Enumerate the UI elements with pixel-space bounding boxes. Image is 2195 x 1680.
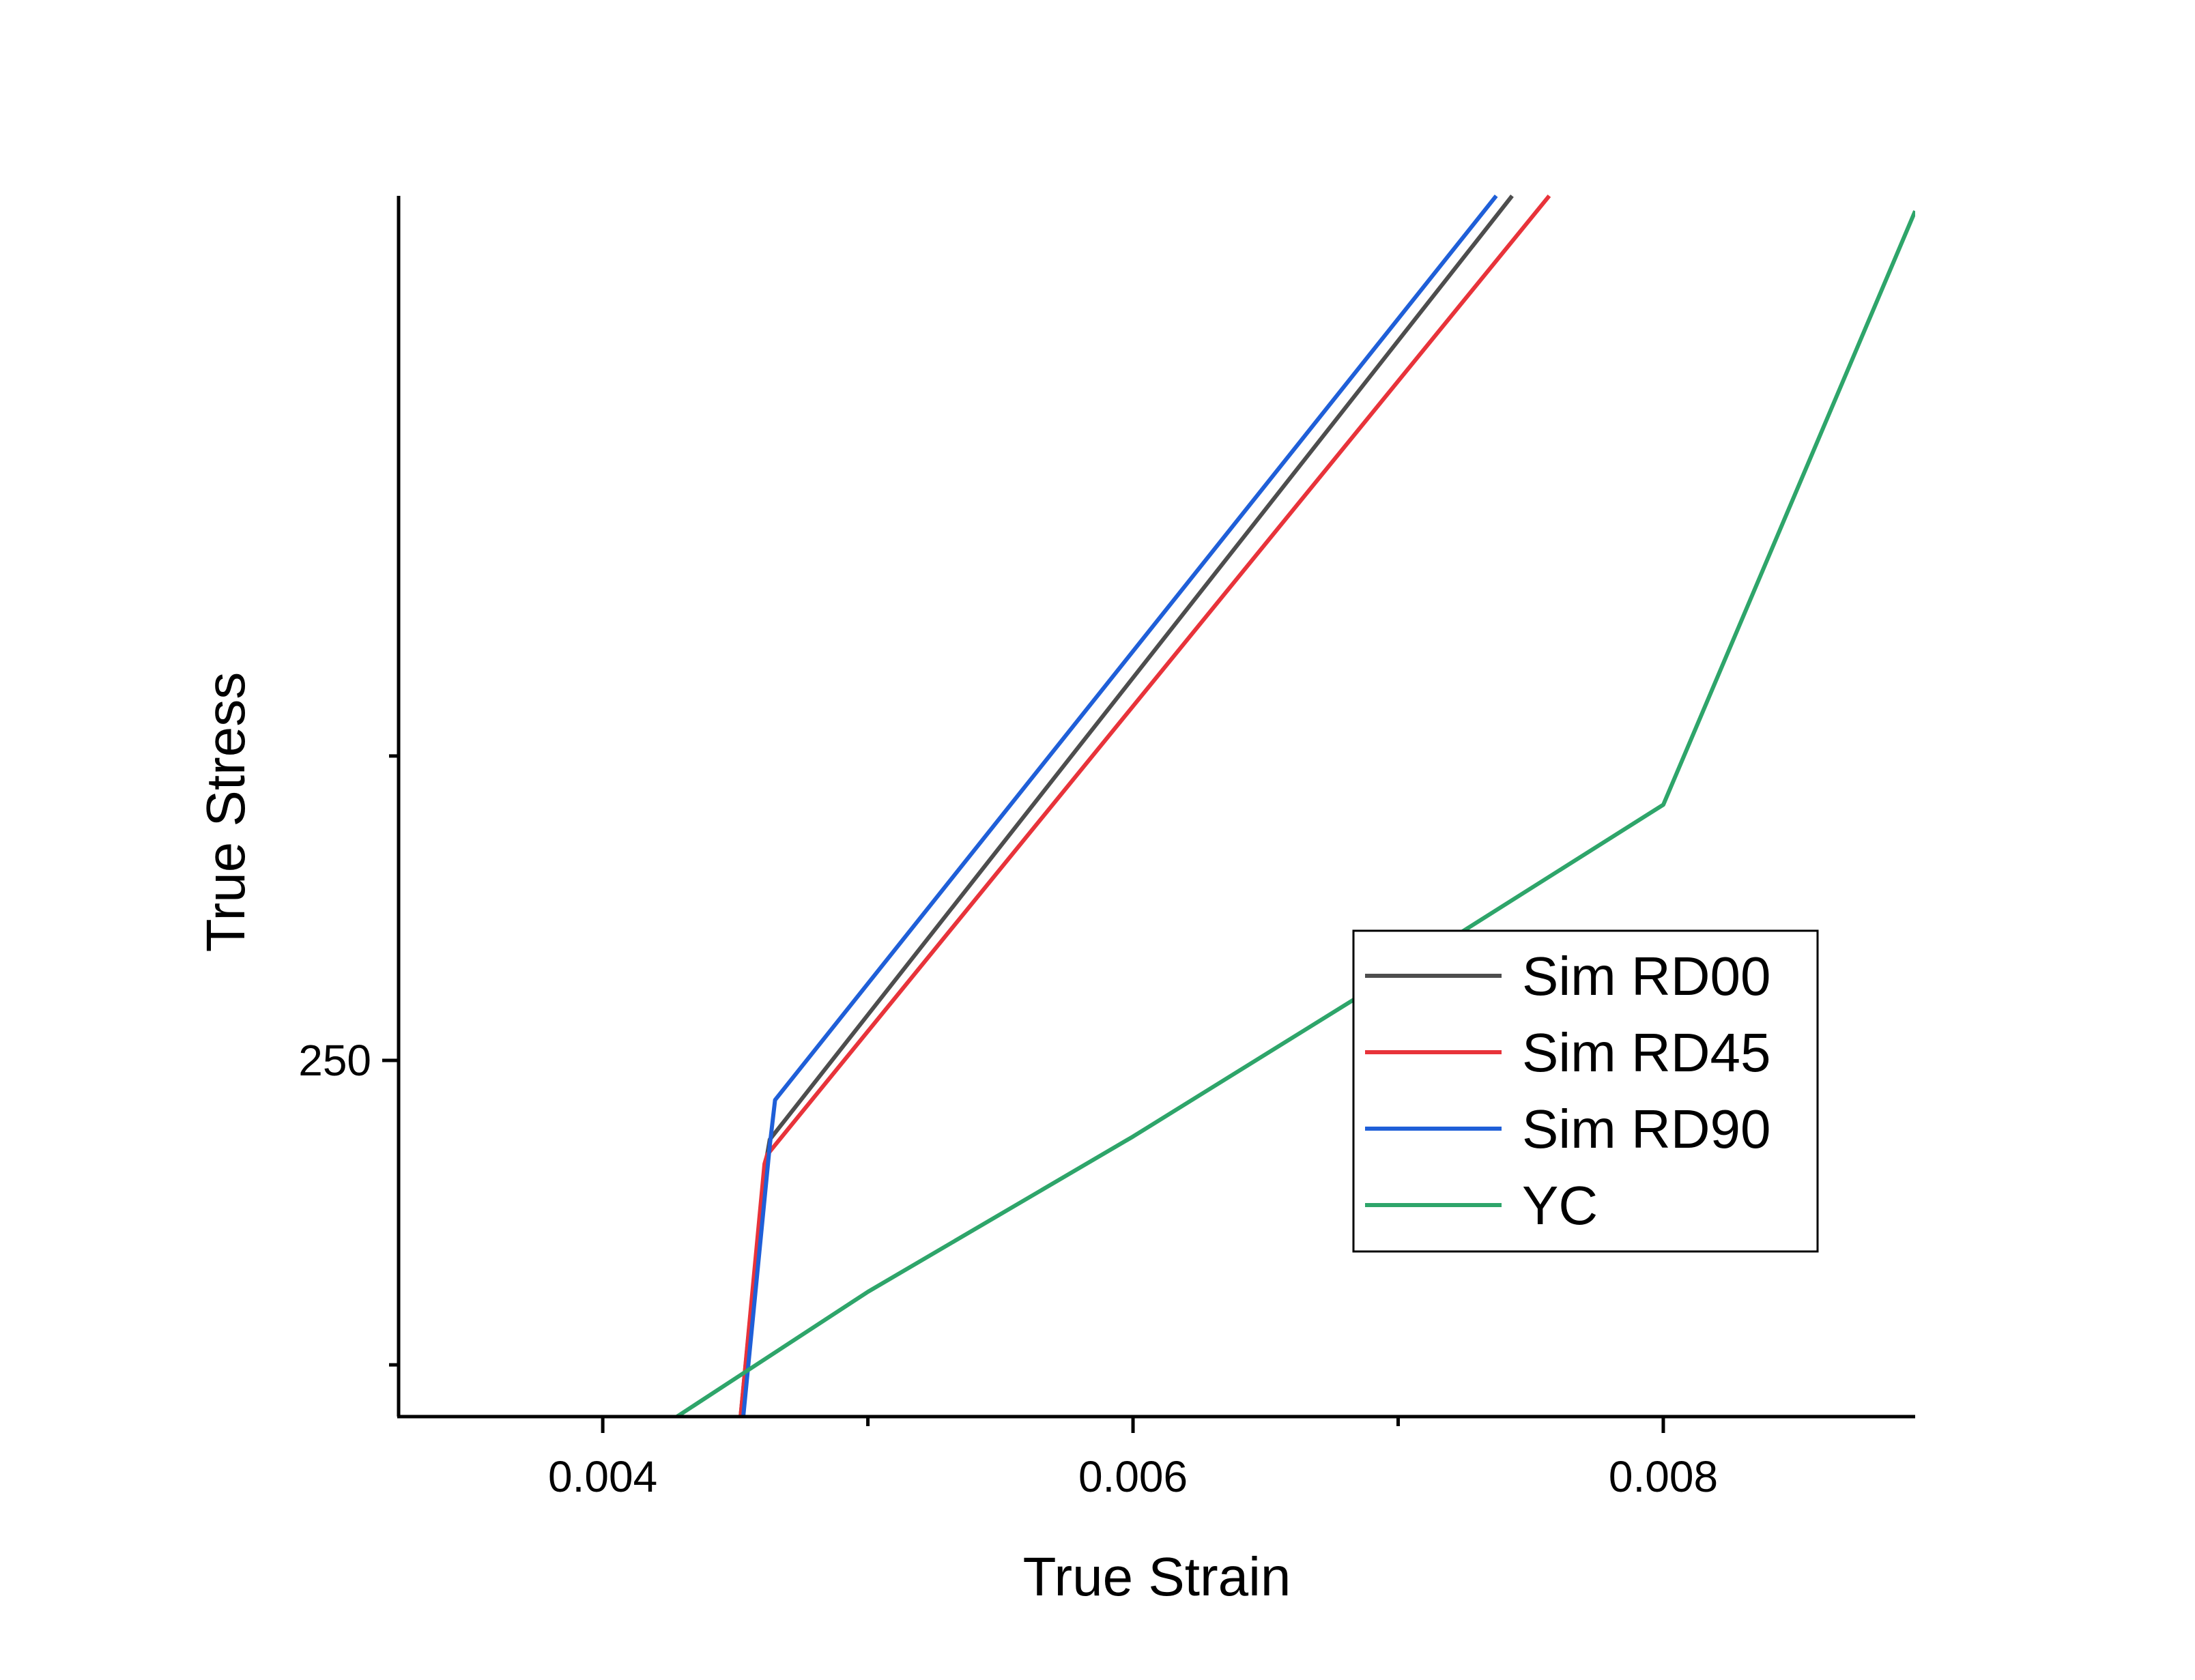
- legend-box: [1352, 929, 1819, 1253]
- x-ticks: 0.004 0.006 0.008: [548, 1417, 1718, 1501]
- series-layer: [676, 194, 1915, 1417]
- legend: Sim RD00 Sim RD45 Sim RD90 YC: [1352, 929, 1819, 1253]
- legend-label: Sim RD00: [1522, 946, 1771, 1006]
- legend-label: Sim RD45: [1522, 1022, 1771, 1083]
- series-line-yc: [676, 210, 1915, 1417]
- series-line-sim-rd45: [738, 194, 1551, 1417]
- y-ticks: 250: [298, 754, 399, 1367]
- x-tick-label: 0.004: [548, 1452, 657, 1501]
- y-tick-label: 250: [298, 1036, 371, 1085]
- legend-label: YC: [1522, 1175, 1598, 1236]
- x-axis-label: True Strain: [1023, 1546, 1291, 1607]
- legend-label: Sim RD90: [1522, 1099, 1771, 1159]
- y-axis-label: True Stress: [195, 672, 256, 952]
- x-tick-label: 0.006: [1078, 1452, 1188, 1501]
- legend-items: Sim RD00 Sim RD45 Sim RD90 YC: [1365, 946, 1771, 1236]
- x-tick-label: 0.008: [1609, 1452, 1718, 1501]
- series-line-sim-rd90: [741, 194, 1498, 1417]
